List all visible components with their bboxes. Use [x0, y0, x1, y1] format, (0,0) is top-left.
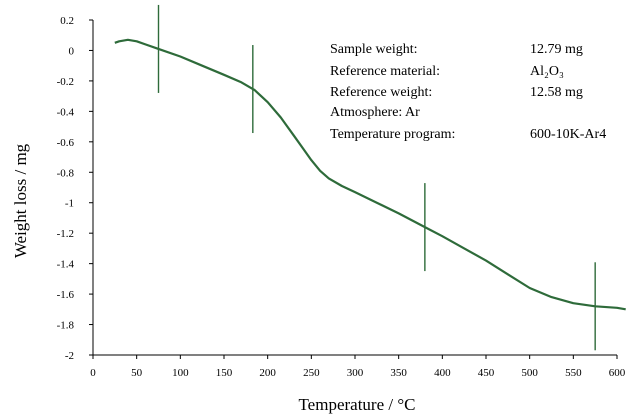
x-tick-label: 400	[434, 367, 451, 379]
info-label-atmosphere: Atmosphere: Ar	[330, 105, 420, 120]
y-tick-label: -1	[65, 198, 74, 210]
y-tick-label: -1.2	[57, 228, 74, 240]
weight-loss-curve	[114, 38, 626, 311]
x-tick-label: 150	[216, 367, 233, 379]
x-tick-label: 350	[390, 367, 407, 379]
x-tick-label: 300	[347, 367, 364, 379]
y-tick-label: -1.8	[57, 320, 75, 332]
y-tick-label: -0.8	[57, 167, 75, 179]
x-tick-label: 500	[521, 367, 538, 379]
info-label-temperature-program: Temperature program:	[330, 127, 455, 142]
y-tick-label: -0.4	[57, 106, 75, 118]
y-tick-label: -0.2	[57, 76, 74, 88]
info-value-temperature-program: 600-10K-Ar4	[530, 127, 606, 142]
y-axis-ticks: 0.2 0 -0.2 -0.4 -0.6 -0.8 -1 -1.2 -1.4 -1.6 -1.8 -2	[57, 15, 93, 362]
x-tick-label: 450	[478, 367, 495, 379]
x-tick-label: 600	[609, 367, 626, 379]
x-tick-label: 250	[303, 367, 320, 379]
y-tick-label: -1.4	[57, 259, 75, 271]
x-tick-label: 50	[131, 367, 143, 379]
info-value-sample-weight: 12.79 mg	[530, 42, 583, 57]
info-label-reference-material: Reference material:	[330, 64, 440, 79]
y-tick-label: 0.2	[60, 15, 74, 27]
y-tick-label: -1.6	[57, 289, 75, 301]
info-label-sample-weight: Sample weight:	[330, 42, 418, 57]
x-tick-label: 200	[259, 367, 276, 379]
info-label-reference-weight: Reference weight:	[330, 85, 432, 100]
x-tick-label: 100	[172, 367, 189, 379]
x-axis-ticks: 0 50 100 150 200 250 300 350 400 450 500 550 600	[90, 355, 626, 379]
y-axis-title: Weight loss / mg	[11, 143, 30, 258]
info-value-reference-material: Al₂O₃	[530, 64, 564, 79]
x-axis-title: Temperature / °C	[298, 395, 415, 414]
info-value-reference-weight: 12.58 mg	[530, 85, 583, 100]
y-tick-label: -0.6	[57, 137, 75, 149]
y-tick-label: 0	[69, 45, 75, 57]
sample-info-box: Sample weight: 12.79 mg Reference materi…	[330, 42, 606, 142]
y-tick-label: -2	[65, 350, 74, 362]
x-tick-label: 0	[90, 367, 96, 379]
x-tick-label: 550	[565, 367, 582, 379]
